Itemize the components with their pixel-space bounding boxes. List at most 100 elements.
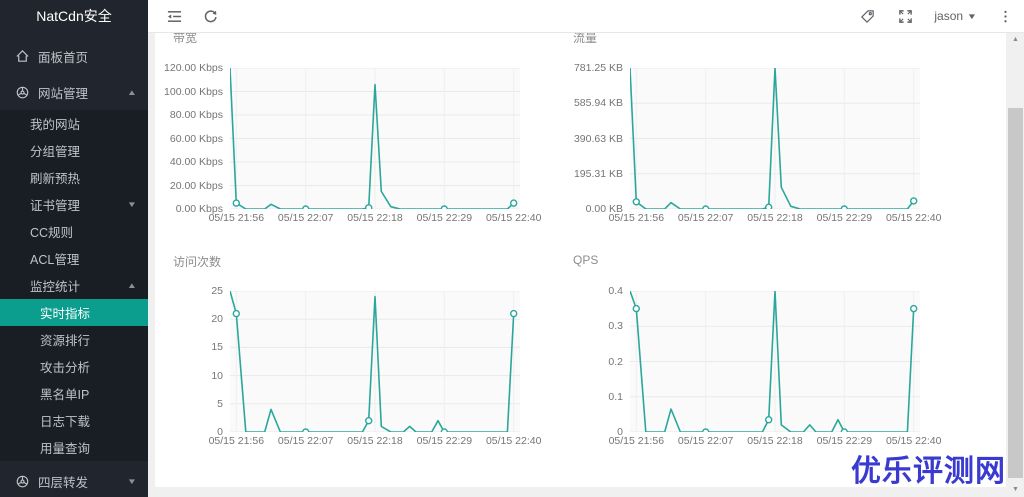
kebab-menu-icon[interactable]: [996, 7, 1014, 25]
y-tick-label: 20.00 Kbps: [169, 179, 223, 192]
y-tick-label: 390.63 KB: [573, 132, 623, 145]
user-name: jason: [934, 9, 964, 23]
sidebar-item-CC规则[interactable]: CC规则: [0, 218, 148, 245]
topbar: jason ▼: [148, 0, 1024, 33]
x-axis-labels: 05/15 21:56 05/15 22:07 05/15 22:18 05/15 2…: [209, 435, 542, 449]
y-tick-label: 0.1: [608, 390, 623, 403]
refresh-icon[interactable]: [201, 7, 219, 25]
chart-requests: 访问次数 25 20 15 10 5 0 05/15 21:56 05/15 22:07 05…: [155, 253, 542, 453]
sidebar-item-黑名单IP[interactable]: 黑名单IP: [0, 380, 148, 407]
chart-bandwidth: 带宽 120.00 Kbps 100.00 Kbps 80.00 Kbps 60.00…: [155, 33, 542, 226]
y-tick-label: 120.00 Kbps: [164, 62, 223, 74]
scrollbar-thumb[interactable]: [1008, 108, 1023, 478]
line-plot: [630, 68, 920, 209]
y-tick-label: 40.00 Kbps: [169, 156, 223, 168]
vertical-scrollbar: ▲ ▼: [1007, 33, 1024, 497]
sidebar-item-用量查询[interactable]: 用量查询: [0, 434, 148, 461]
sidebar-item-刷新预热[interactable]: 刷新预热: [0, 164, 148, 191]
x-tick-label: 05/15 22:29: [816, 435, 873, 447]
y-tick-label: 100.00 Kbps: [164, 85, 223, 98]
chart-title: 流量: [573, 33, 598, 45]
home-icon: [14, 48, 30, 64]
sidebar-item-ACL管理[interactable]: ACL管理: [0, 245, 148, 272]
user-menu[interactable]: jason ▼: [934, 9, 978, 23]
line-plot: [230, 68, 520, 209]
app-title: NatCdn安全: [36, 8, 112, 24]
y-axis-labels: 25 20 15 10 5 0: [155, 285, 223, 438]
topbar-right: jason ▼: [838, 7, 1014, 25]
y-tick-label: 195.31 KB: [573, 167, 623, 180]
tag-icon[interactable]: [858, 7, 876, 25]
sidebar-bottom-menu: 四层转发 ▼: [0, 465, 148, 497]
x-tick-label: 05/15 22:07: [277, 435, 334, 447]
sidebar-item-label: 用量查询: [40, 442, 91, 456]
y-tick-label: 0: [617, 426, 623, 438]
y-axis-labels: 0.4 0.3 0.2 0.1 0: [555, 285, 623, 438]
chart-title: QPS: [573, 253, 599, 267]
sidebar-item-label: 资源排行: [40, 334, 91, 348]
x-axis-labels: 05/15 21:56 05/15 22:07 05/15 22:18 05/15 2…: [209, 212, 542, 226]
x-tick-label: 05/15 21:56: [608, 212, 665, 224]
sidebar-item-label: 攻击分析: [40, 361, 91, 375]
sidebar-item-label: CC规则: [30, 226, 74, 240]
x-tick-label: 05/15 22:29: [416, 435, 473, 447]
sidebar-item-证书管理[interactable]: 证书管理 ▼: [0, 191, 148, 218]
sidebar-item-label: 证书管理: [30, 199, 81, 213]
sidebar-item-资源排行[interactable]: 资源排行: [0, 326, 148, 353]
x-axis-labels: 05/15 21:56 05/15 22:07 05/15 22:18 05/15 2…: [609, 435, 942, 449]
scroll-down-arrow-icon[interactable]: ▼: [1012, 486, 1019, 493]
sidebar-item-label: 日志下载: [40, 415, 91, 429]
x-tick-label: 05/15 22:18: [747, 212, 803, 224]
metrics-card: 带宽 120.00 Kbps 100.00 Kbps 80.00 Kbps 60.00…: [155, 33, 1006, 487]
sidebar-item-监控统计[interactable]: 监控统计 ▲: [0, 272, 148, 299]
sidebar-item-网站管理[interactable]: 网站管理 ▲: [0, 74, 148, 110]
sidebar-item-面板首页[interactable]: 面板首页: [0, 38, 148, 74]
y-tick-label: 60.00 Kbps: [169, 132, 223, 145]
sidebar-item-label: 分组管理: [30, 145, 81, 159]
x-tick-label: 05/15 22:07: [677, 435, 734, 447]
sidebar-item-label: 黑名单IP: [40, 388, 90, 402]
y-tick-label: 0.2: [608, 355, 623, 368]
scroll-up-arrow-icon[interactable]: ▲: [1012, 36, 1019, 43]
sidebar: NatCdn安全 面板首页网站管理 ▲ 我的网站分组管理刷新预热证书管理 ▼ CC规则 A…: [0, 0, 148, 497]
sidebar-item-实时指标[interactable]: 实时指标: [0, 299, 148, 326]
sidebar-item-label: 面板首页: [38, 50, 89, 65]
sidebar-item-label: 监控统计: [30, 280, 81, 294]
x-tick-label: 05/15 21:56: [208, 435, 265, 447]
y-axis-labels: 120.00 Kbps 100.00 Kbps 80.00 Kbps 60.00 Kb…: [155, 62, 223, 215]
line-plot: [630, 291, 920, 432]
sidebar-item-label: 网站管理: [38, 86, 89, 101]
chevron-up-icon: ▲: [126, 87, 138, 97]
y-tick-label: 0.00 Kbps: [175, 203, 223, 215]
x-tick-label: 05/15 22:18: [747, 435, 803, 447]
sidebar-item-分组管理[interactable]: 分组管理: [0, 137, 148, 164]
sidebar-item-日志下载[interactable]: 日志下载: [0, 407, 148, 434]
y-axis-labels: 781.25 KB 585.94 KB 390.63 KB 195.31 KB 0.00…: [555, 62, 623, 215]
collapse-sidebar-icon[interactable]: [165, 7, 183, 25]
y-tick-label: 585.94 KB: [573, 97, 623, 110]
sidebar-item-label: ACL管理: [30, 253, 80, 267]
y-tick-label: 0.4: [608, 285, 623, 297]
x-tick-label: 05/15 22:18: [347, 212, 403, 224]
compass-icon: [14, 84, 30, 100]
sidebar-item-label: 我的网站: [30, 118, 81, 132]
x-axis-labels: 05/15 21:56 05/15 22:07 05/15 22:18 05/15 2…: [609, 212, 942, 226]
x-tick-label: 05/15 22:40: [485, 212, 542, 224]
sidebar-item-四层转发[interactable]: 四层转发 ▼: [0, 465, 148, 497]
chevron-down-icon: ▼: [966, 11, 978, 21]
y-tick-label: 781.25 KB: [573, 62, 623, 74]
site-watermark: 优乐评测网: [851, 455, 1006, 488]
fullscreen-icon[interactable]: [896, 7, 914, 25]
main-content: 带宽 120.00 Kbps 100.00 Kbps 80.00 Kbps 60.00…: [148, 33, 1007, 497]
sidebar-menu: 面板首页 网站管理 ▲ 我的网站 分组管理 刷新预热 证书管理 ▼ CC规则 ACL管理 监控统计 ▲…: [0, 33, 148, 461]
chart-title: 访问次数: [173, 255, 222, 269]
chart-title: 带宽: [173, 33, 198, 45]
x-tick-label: 05/15 22:40: [885, 435, 942, 447]
chart-qps: QPS 0.4 0.3 0.2 0.1 0 05/15 21:56 05/15 22:07…: [555, 253, 942, 453]
sidebar-item-我的网站[interactable]: 我的网站: [0, 110, 148, 137]
y-tick-label: 25: [211, 285, 223, 297]
sidebar-item-攻击分析[interactable]: 攻击分析: [0, 353, 148, 380]
chevron-down-icon: ▼: [126, 200, 138, 209]
chart-traffic: 流量 781.25 KB 585.94 KB 390.63 KB 195.31 KB 0…: [555, 33, 942, 226]
y-tick-label: 10: [211, 369, 223, 382]
